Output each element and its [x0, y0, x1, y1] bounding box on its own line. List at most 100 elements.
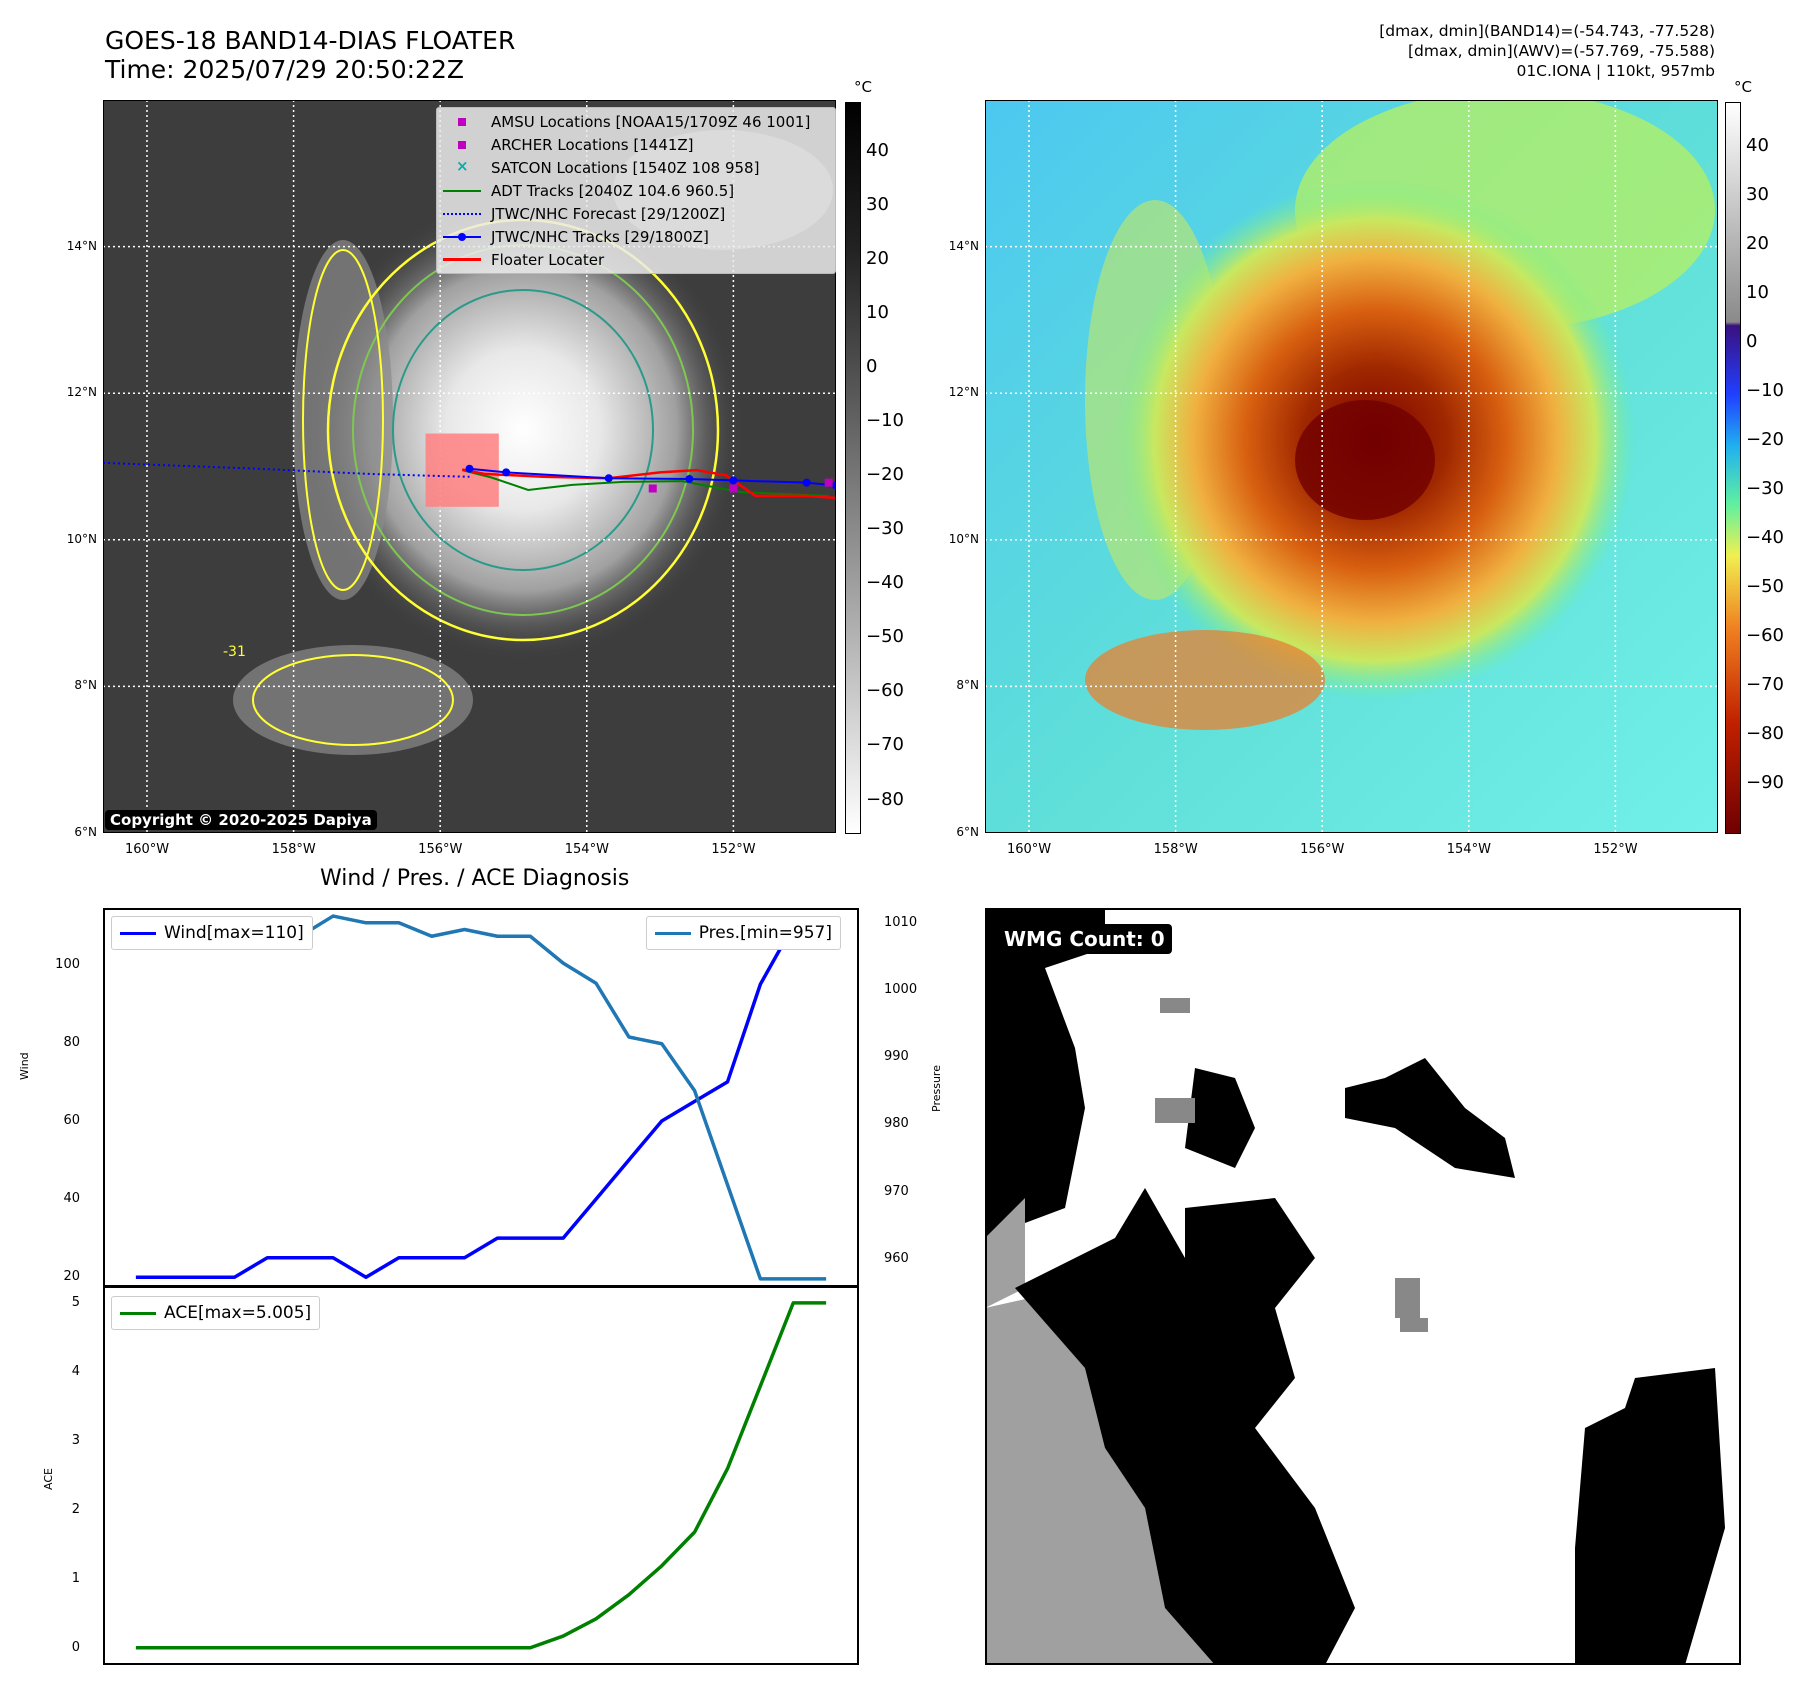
ir-lon-tick-1: 158°W: [271, 842, 316, 857]
legend-key-adt: [441, 184, 483, 198]
ir-lat-tick-1: 12°N: [66, 385, 97, 400]
wmg-gray-patch-1: [1160, 998, 1190, 1013]
awv-moist-south-band: [1085, 630, 1325, 730]
wind-legend-label: Wind[max=110]: [164, 923, 304, 943]
adt-track-line: [461, 469, 829, 497]
floater-track-line: [461, 468, 836, 500]
legend-item-jtwc: JTWC/NHC Tracks [29/1800Z]: [441, 225, 831, 248]
wind-ytick-1: 80: [63, 1034, 80, 1050]
awv-lon-tick-3: 154°W: [1446, 842, 1491, 857]
legend-label-satcon: SATCON Locations [1540Z 108 958]: [491, 158, 760, 177]
ir-contour-west-band: [302, 249, 384, 591]
ace-frame: [103, 1286, 859, 1665]
ir-lon-tick-0: 160°W: [124, 842, 170, 857]
ir-colorbar: [845, 102, 861, 834]
wind-ytick-3: 40: [63, 1191, 80, 1207]
legend-item-forecast: JTWC/NHC Forecast [29/1200Z]: [441, 202, 831, 225]
wind-line: [135, 923, 827, 1279]
ir-cb-tick-10: −60: [866, 680, 904, 702]
ir-lon-tick-2: 156°W: [418, 842, 463, 857]
legend-label-forecast: JTWC/NHC Forecast [29/1200Z]: [491, 204, 726, 223]
chart-title: GOES-18 BAND14-DIAS FLOATER: [105, 26, 516, 55]
legend-item-archer: ARCHER Locations [1441Z]: [441, 133, 831, 156]
awv-cb-tick-12: −80: [1746, 723, 1784, 744]
legend-label-amsu: AMSU Locations [NOAA15/1709Z 46 1001]: [491, 112, 811, 131]
legend-key-amsu: [441, 115, 483, 129]
ace-ytick-1: 4: [71, 1364, 80, 1380]
wind-pres-svg: [103, 908, 859, 1287]
ir-contour-inner: [392, 289, 654, 571]
awv-lon-tick-4: 152°W: [1593, 842, 1638, 857]
awv-cb-tick-11: −70: [1746, 674, 1784, 696]
wmg-black-region-small: [1185, 1068, 1255, 1168]
awv-colorbar-unit: °C: [1734, 78, 1752, 96]
wmg-gray-region-south-west: [985, 1288, 1215, 1665]
wmg-frame: [985, 908, 1741, 1665]
awv-lon-tick-2: 156°W: [1300, 842, 1345, 857]
info-awv: [dmax, dmin](AWV)=(-57.769, -75.588): [1408, 42, 1715, 60]
ir-colorbar-ticks: 40 30 20 10 0 −10 −20 −30 −40 −50 −60 −70 −80: [866, 102, 926, 832]
info-band14: [dmax, dmin](BAND14)=(-54.743, -77.528): [1379, 22, 1715, 40]
amsu-point-2: [648, 484, 657, 493]
ir-lat-tick-0: 14°N: [66, 238, 97, 253]
ir-cb-tick-4: 0: [866, 355, 878, 377]
ir-cb-tick-8: −40: [866, 572, 904, 594]
ace-svg: [103, 1286, 859, 1665]
awv-cb-tick-9: −50: [1746, 576, 1784, 598]
legend-item-floater: Floater Locater: [441, 248, 831, 271]
jtwc-track-point-3: [685, 474, 694, 483]
ace-legend: ACE[max=5.005]: [111, 1296, 321, 1330]
awv-cb-tick-7: −30: [1746, 478, 1784, 500]
wmg-gray-patch-3: [1395, 1278, 1420, 1318]
legend-key-forecast: [441, 207, 483, 221]
ir-cb-tick-3: 10: [866, 301, 889, 323]
awv-cb-tick-0: 40: [1746, 135, 1769, 157]
ace-series: [135, 1301, 827, 1650]
ir-lat-tick-4: 6°N: [74, 825, 97, 839]
wmg-panel: WMG Count: 0: [985, 908, 1741, 1665]
ir-cb-tick-7: −30: [866, 518, 904, 540]
legend-item-satcon: × SATCON Locations [1540Z 108 958]: [441, 156, 831, 179]
diagnosis-title: Wind / Pres. / ACE Diagnosis: [320, 866, 630, 891]
awv-colorbar-ticks: 40 30 20 10 0 −10 −20 −30 −40 −50 −60 −70 −80 −90: [1746, 102, 1796, 832]
pres-legend: Pres.[min=957]: [645, 916, 841, 950]
ace-ytick-2: 3: [71, 1433, 80, 1449]
awv-lat-tick-1: 12°N: [948, 385, 979, 400]
wind-ytick-2: 60: [63, 1112, 80, 1128]
awv-lon-tick-1: 158°W: [1153, 842, 1198, 857]
wmg-gray-patch-2: [1155, 1098, 1195, 1123]
ace-axis-label: ACE: [42, 1468, 55, 1490]
ir-colorbar-unit: °C: [854, 78, 872, 96]
wind-axis-label: Wind: [18, 1052, 31, 1080]
pres-ytick-4: 970: [884, 1183, 909, 1199]
ir-cb-tick-5: −10: [866, 410, 904, 432]
ir-contour-label: -31: [223, 644, 246, 660]
ace-legend-label: ACE[max=5.005]: [164, 1303, 312, 1323]
ir-cloud-band-west: [293, 240, 393, 600]
awv-cb-tick-8: −40: [1746, 527, 1784, 549]
pres-ytick-5: 960: [884, 1250, 909, 1266]
wmg-black-region-south-east: [1575, 1368, 1725, 1665]
ir-cloud-mass: [303, 200, 743, 660]
wmg-black-region-central: [1015, 1188, 1355, 1665]
legend-label-archer: ARCHER Locations [1441Z]: [491, 135, 694, 154]
awv-lat-tick-4: 6°N: [956, 825, 979, 839]
ir-lon-tick-3: 154°W: [564, 842, 609, 857]
ace-ytick-5: 0: [71, 1639, 80, 1655]
awv-cb-tick-5: −10: [1746, 380, 1784, 402]
ir-map-panel: -31 AMSU Locations [NOAA15/1709Z 46 1001…: [103, 100, 836, 833]
ir-tracks: [103, 433, 836, 507]
pressure-line: [135, 914, 827, 1281]
wind-pres-panel: Wind[max=110] Pres.[min=957]: [103, 908, 859, 1287]
awv-map-svg: [985, 100, 1718, 833]
awv-cb-tick-6: −20: [1746, 429, 1784, 451]
ir-cb-tick-12: −80: [866, 788, 904, 810]
awv-map-panel: [985, 100, 1718, 833]
jtwc-track-point-6: [465, 464, 474, 473]
awv-lat-tick-2: 10°N: [948, 531, 979, 546]
ir-cloud-band-south: [233, 645, 473, 755]
pres-ytick-0: 1010: [884, 914, 918, 930]
ir-cb-tick-11: −70: [866, 734, 904, 756]
ace-ytick-3: 2: [71, 1501, 80, 1517]
wmg-gray-patch-4: [1400, 1318, 1428, 1332]
